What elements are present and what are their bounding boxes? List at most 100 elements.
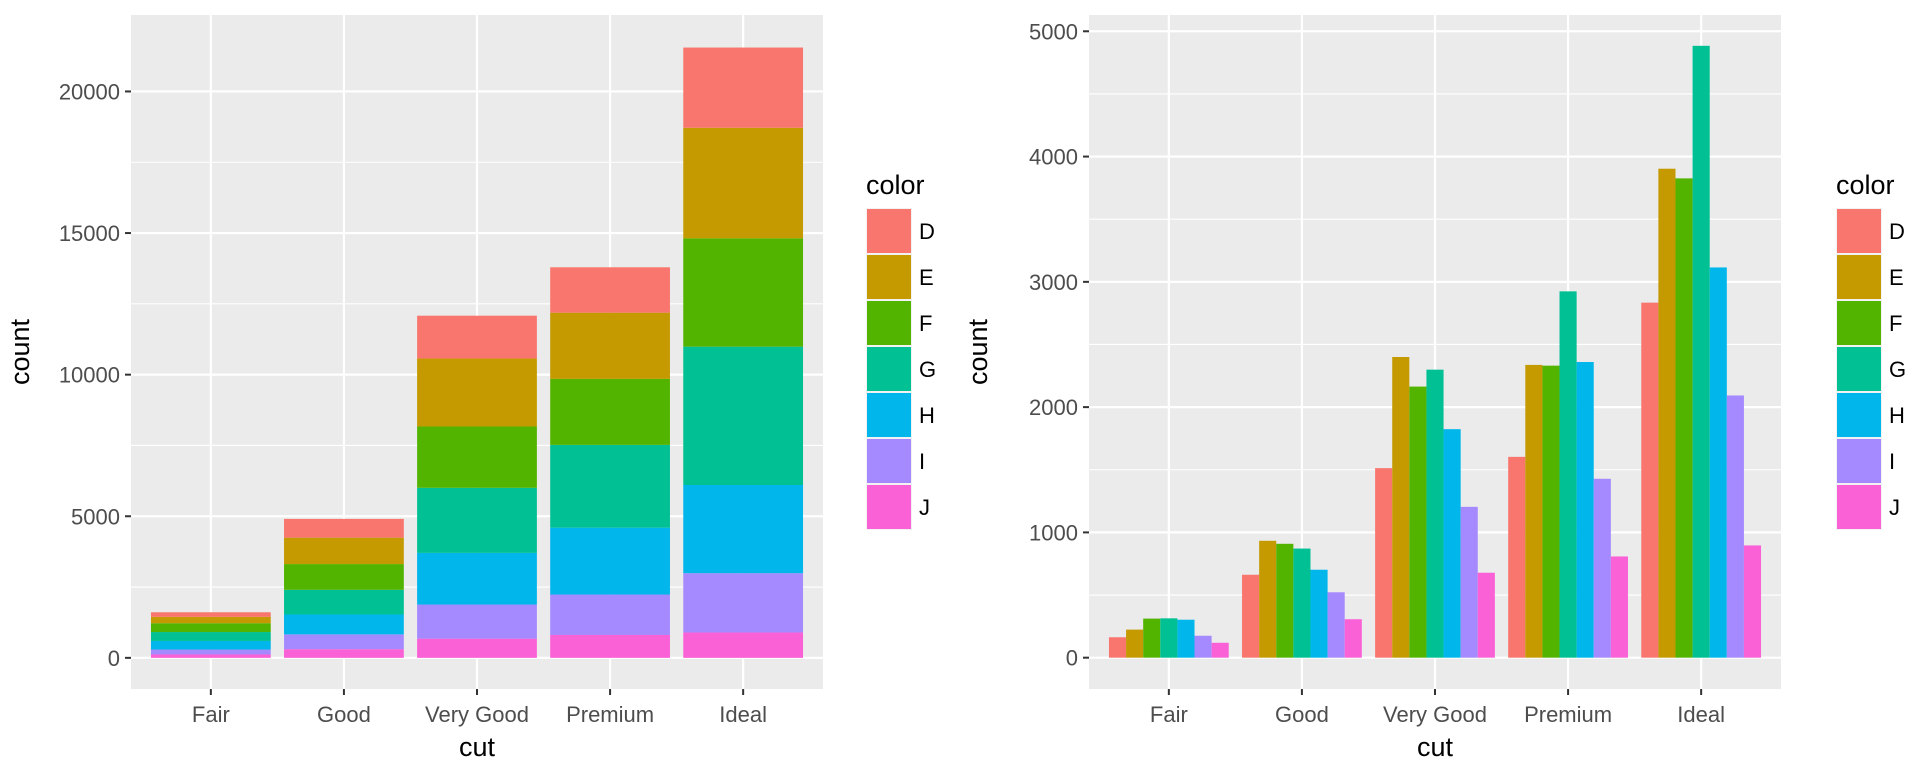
- legend-label: G: [919, 357, 936, 382]
- bar-e: [683, 127, 804, 239]
- legend-label: E: [1889, 265, 1904, 290]
- bar-h: [1443, 429, 1461, 658]
- bar-d: [1375, 468, 1393, 658]
- bar-i: [683, 573, 804, 633]
- bar-h: [284, 614, 404, 635]
- x-axis-title: cut: [459, 732, 496, 762]
- bar-i: [1460, 506, 1478, 658]
- legend-swatch-d: [1837, 209, 1881, 253]
- legend-label: J: [1889, 495, 1900, 520]
- bar-d: [1508, 456, 1526, 658]
- x-tick-label: Fair: [1150, 702, 1188, 727]
- bar-g: [284, 589, 404, 615]
- legend-swatch-g: [1837, 347, 1881, 391]
- bar-h: [1576, 362, 1594, 658]
- bar-i: [550, 594, 670, 635]
- bar-h: [150, 640, 271, 650]
- bar-i: [1726, 395, 1744, 658]
- bar-h: [417, 552, 537, 605]
- legend-swatch-h: [867, 393, 911, 437]
- y-tick-label: 2000: [1029, 395, 1078, 420]
- legend-swatch-d: [867, 209, 911, 253]
- bar-g: [1692, 45, 1710, 658]
- dodged-bar-chart: 0 1000 2000 3000 4000 5000 Fair Good Very Good Pr…: [963, 15, 1906, 762]
- x-tick-label: Very Good: [425, 702, 529, 727]
- y-tick-label: 1000: [1029, 520, 1078, 545]
- bar-d: [284, 518, 404, 538]
- x-tick-label: Good: [317, 702, 371, 727]
- bar-d: [550, 267, 670, 313]
- bar-g: [150, 632, 271, 641]
- bar-e: [150, 616, 271, 624]
- y-tick-label: 15000: [59, 221, 120, 246]
- bar-e: [1525, 364, 1543, 658]
- y-tick-label: 3000: [1029, 270, 1078, 295]
- y-tick-label: 10000: [59, 363, 120, 388]
- bar-g: [1160, 618, 1178, 658]
- bar-e: [1658, 168, 1676, 658]
- x-axis-title: cut: [1417, 732, 1454, 762]
- stacked-bar-chart: 0 5000 10000 15000 20000 Fair Good Very Good Pre…: [5, 15, 936, 762]
- bar-f: [150, 623, 271, 633]
- legend-swatch-e: [867, 255, 911, 299]
- bar-f: [1675, 178, 1693, 658]
- legend-label: E: [919, 265, 934, 290]
- bar-f: [550, 378, 670, 445]
- bar-j: [683, 632, 804, 658]
- bar-j: [550, 634, 670, 658]
- bar-i: [284, 634, 404, 650]
- bar-f: [1276, 543, 1294, 658]
- legend-label: I: [1889, 449, 1895, 474]
- bar-j: [1743, 545, 1762, 658]
- y-tick-label: 0: [1066, 646, 1078, 671]
- legend-title: color: [866, 170, 925, 200]
- bar-f: [284, 564, 404, 590]
- bar-j: [1610, 556, 1628, 658]
- y-tick-label: 5000: [1029, 19, 1078, 44]
- bar-h: [1177, 619, 1195, 658]
- x-tick-label: Premium: [566, 702, 654, 727]
- bar-h: [550, 527, 670, 595]
- bar-d: [150, 612, 271, 617]
- legend-swatch-h: [1837, 393, 1881, 437]
- legend-swatch-j: [867, 485, 911, 529]
- bar-g: [1293, 548, 1311, 658]
- bar-e: [1259, 540, 1277, 658]
- bar-e: [550, 312, 670, 379]
- bar-h: [1310, 569, 1328, 658]
- x-tick-label: Ideal: [1677, 702, 1725, 727]
- bar-f: [1542, 365, 1560, 658]
- y-axis-title: count: [963, 318, 993, 385]
- bar-h: [1709, 267, 1727, 658]
- bar-d: [1108, 637, 1127, 658]
- y-tick-label: 0: [108, 646, 120, 671]
- bar-f: [417, 426, 537, 488]
- x-tick-label: Good: [1275, 702, 1329, 727]
- y-tick-label: 4000: [1029, 145, 1078, 170]
- bar-h: [683, 484, 804, 574]
- bar-j: [1344, 619, 1362, 658]
- legend-label: F: [1889, 311, 1902, 336]
- legend-swatch-e: [1837, 255, 1881, 299]
- bar-i: [1593, 478, 1611, 658]
- legend-label: H: [919, 403, 935, 428]
- bar-i: [1327, 592, 1345, 658]
- bar-f: [1143, 618, 1161, 658]
- bar-g: [683, 346, 804, 485]
- x-tick-label: Ideal: [719, 702, 767, 727]
- legend-label: F: [919, 311, 932, 336]
- legend-label: G: [1889, 357, 1906, 382]
- y-tick-label: 20000: [59, 79, 120, 104]
- legend-title: color: [1836, 170, 1895, 200]
- bar-e: [1126, 629, 1144, 658]
- legend-label: D: [1889, 219, 1905, 244]
- bar-f: [683, 238, 804, 347]
- bar-j: [1477, 572, 1495, 658]
- y-tick-label: 5000: [71, 504, 120, 529]
- y-axis-title: count: [5, 318, 35, 385]
- x-tick-label: Premium: [1524, 702, 1612, 727]
- legend-label: D: [919, 219, 935, 244]
- bar-i: [1194, 635, 1212, 658]
